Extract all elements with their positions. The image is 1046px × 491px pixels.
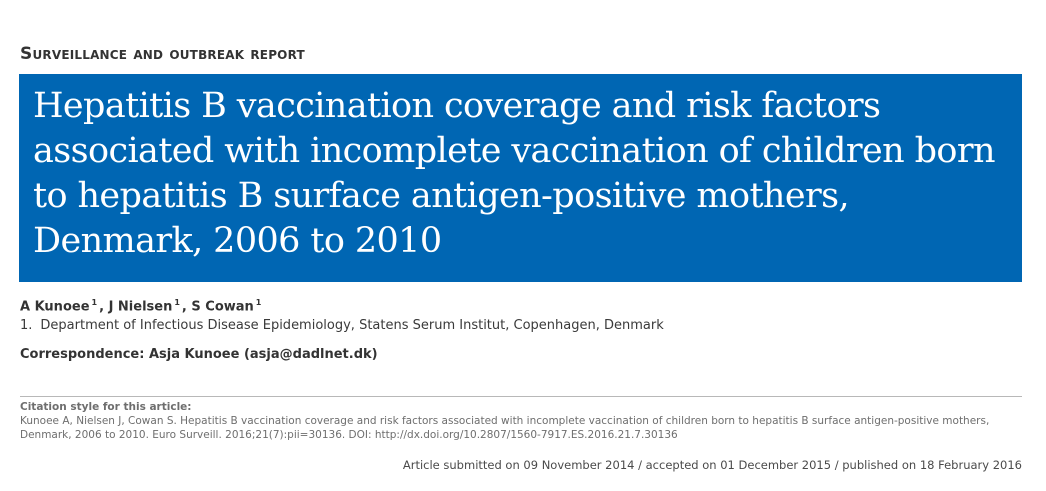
author-name: A Kunoee	[20, 299, 90, 315]
citation-label: Citation style for this article:	[20, 401, 192, 413]
affiliation: 1. Department of Infectious Disease Epide…	[20, 318, 664, 333]
author-affiliation-mark: 1	[91, 298, 98, 307]
title-banner: Hepatitis B vaccination coverage and ris…	[19, 74, 1022, 282]
citation-text: Kunoee A, Nielsen J, Cowan S. Hepatitis …	[20, 415, 990, 441]
correspondence: Correspondence: Asja Kunoee (asja@dadlne…	[20, 347, 378, 362]
article-dates: Article submitted on 09 November 2014 / …	[402, 458, 1022, 472]
affiliation-number: 1.	[20, 318, 33, 333]
divider	[20, 396, 1022, 397]
affiliation-text: Department of Infectious Disease Epidemi…	[40, 318, 664, 333]
author-name: S Cowan	[191, 299, 254, 315]
article-title: Hepatitis B vaccination coverage and ris…	[33, 86, 996, 261]
author-name: J Nielsen	[108, 299, 173, 315]
section-label: Surveillance and outbreak report	[20, 44, 305, 64]
author-affiliation-mark: 1	[174, 298, 180, 307]
author-affiliation-mark: 1	[255, 298, 262, 307]
author-list: A Kunoee 1, J Nielsen 1, S Cowan 1	[20, 298, 262, 315]
